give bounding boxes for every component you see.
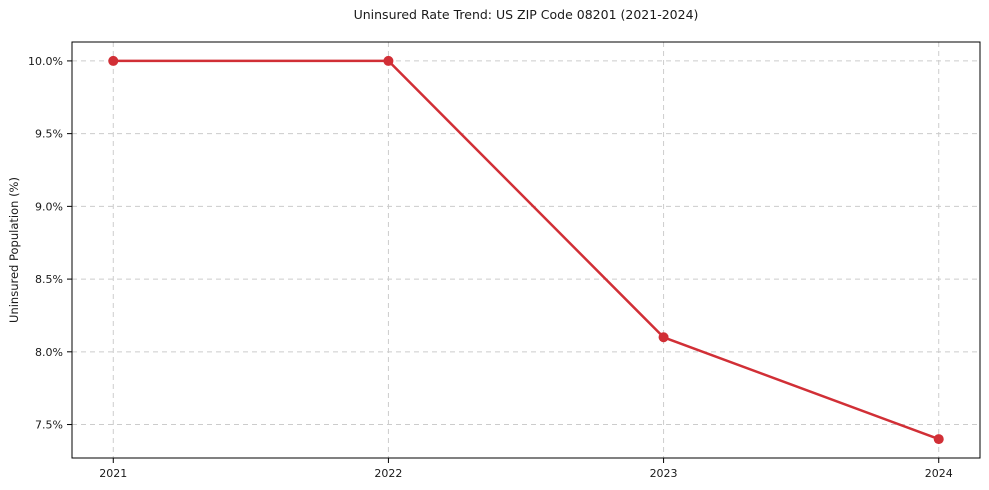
axis-box — [71, 41, 981, 459]
x-tick-label: 2021 — [99, 467, 127, 480]
trend-line — [112, 59, 940, 441]
y-tick-label: 9.5% — [35, 128, 63, 141]
x-tick-label: 2022 — [374, 467, 402, 480]
data-point-marker — [108, 55, 119, 66]
y-tick-label: 7.5% — [35, 419, 63, 432]
y-tick-label: 9.0% — [35, 200, 63, 213]
x-tick-label: 2023 — [650, 467, 678, 480]
y-tick-label: 8.5% — [35, 273, 63, 286]
data-point-marker — [933, 434, 944, 445]
data-point-marker — [383, 55, 394, 66]
chart-title: Uninsured Rate Trend: US ZIP Code 08201 … — [353, 7, 699, 22]
y-tick-label: 8.0% — [35, 346, 63, 359]
data-point-marker — [658, 332, 669, 343]
x-tick-label: 2024 — [925, 467, 953, 480]
y-tick-label: 10.0% — [28, 55, 63, 68]
